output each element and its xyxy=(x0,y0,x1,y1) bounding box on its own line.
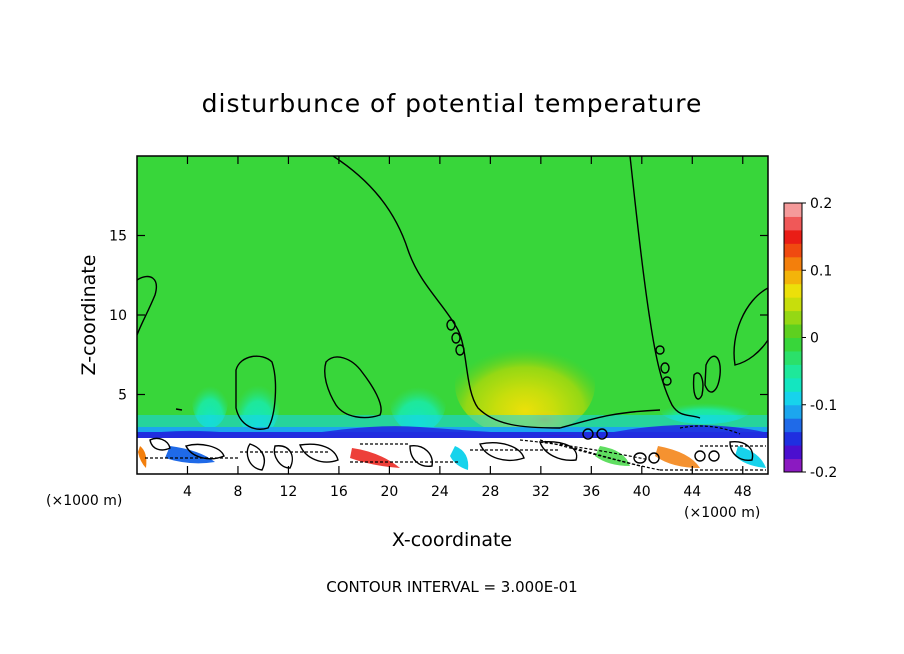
y-tick-label: 5 xyxy=(118,388,127,404)
contour-dash-7 xyxy=(519,439,651,461)
colorbar-swatch xyxy=(784,431,802,446)
lower-green-patch xyxy=(595,446,630,466)
contour-ring-10 xyxy=(648,452,660,464)
x-tick-label: 40 xyxy=(633,484,651,500)
contour-lower-2 xyxy=(184,443,225,460)
colorbar-swatch xyxy=(784,350,802,365)
colorbar-swatch xyxy=(784,310,802,325)
y-tick-label: 10 xyxy=(109,308,127,324)
colorbar-swatch xyxy=(784,418,802,433)
contour-ring-2 xyxy=(451,332,461,344)
colorbar-swatch xyxy=(784,270,802,285)
lower-blue-patch xyxy=(165,446,215,464)
lower-cyan-patch xyxy=(450,446,469,470)
x-tick-label: 28 xyxy=(481,484,499,500)
x-tick-label: 36 xyxy=(582,484,600,500)
colorbar-swatch xyxy=(784,364,802,379)
plot-field xyxy=(137,156,768,474)
cool-patch-1 xyxy=(192,372,228,428)
colorbar-swatch xyxy=(784,243,802,258)
contour-ring-11 xyxy=(694,450,706,462)
colorbar-tick-label: 0 xyxy=(810,331,819,347)
lower-cyan-patch-2 xyxy=(735,446,766,468)
colorbar-swatch xyxy=(784,324,802,338)
contour-ring-1 xyxy=(446,319,456,331)
x-tick-label: 48 xyxy=(734,484,752,500)
lower-red-patch xyxy=(350,448,400,468)
y-unit-label: (×1000 m) xyxy=(46,493,122,509)
warm-plume xyxy=(455,333,595,437)
contour-dash-11 xyxy=(679,425,741,435)
colorbar-swatch xyxy=(784,337,802,352)
contour-lower-1 xyxy=(149,437,171,451)
layer-cyan xyxy=(137,415,768,429)
y-tick-label: 15 xyxy=(109,229,127,245)
contour-lower-7 xyxy=(479,442,525,462)
chart-title: disturbunce of potential temperature xyxy=(202,89,703,118)
contour-dot-1 xyxy=(175,408,183,411)
colorbar-swatch xyxy=(784,229,802,244)
contour-dash-6 xyxy=(559,443,661,471)
contour-lower-8 xyxy=(539,441,578,461)
contour-main-plume-left xyxy=(332,156,561,429)
colorbar-swatch xyxy=(784,203,802,217)
x-unit-label: (×1000 m) xyxy=(684,505,760,521)
contour-right-small xyxy=(704,355,721,393)
contour-left-edge xyxy=(137,275,157,336)
lower-orange-patch xyxy=(138,446,147,468)
contour-ring-7 xyxy=(582,428,594,440)
x-tick-label: 12 xyxy=(280,484,298,500)
colorbar-swatch xyxy=(784,283,802,298)
contour-blob-2 xyxy=(324,356,382,419)
contour-blob-1 xyxy=(235,355,277,430)
contour-main-plume-right xyxy=(629,156,701,419)
contour-ring-8 xyxy=(596,428,608,440)
contour-ring-5 xyxy=(660,362,670,374)
colorbar-swatch xyxy=(784,404,802,419)
contour-ring-6 xyxy=(662,376,672,386)
colorbar-tick-label: -0.2 xyxy=(810,465,837,481)
contour-interval-text: CONTOUR INTERVAL = 3.000E-01 xyxy=(326,578,577,596)
colorbar-swatch xyxy=(784,445,802,460)
x-tick-label: 44 xyxy=(683,484,701,500)
y-axis-ticks: 5 10 15 xyxy=(109,229,768,404)
x-tick-label: 16 xyxy=(330,484,348,500)
x-axis-label: X-coordinate xyxy=(392,529,512,551)
x-tick-label: 32 xyxy=(532,484,550,500)
colorbar-swatch xyxy=(784,377,802,392)
colorbar-tick-label: -0.1 xyxy=(810,398,837,414)
contour-ring-4 xyxy=(655,345,665,355)
contour-ring-3 xyxy=(455,344,465,356)
lower-orange-patch-2 xyxy=(655,446,700,468)
contour-lower-5 xyxy=(299,443,339,463)
layer-wave xyxy=(137,424,768,440)
colorbar: 0.2 0.1 0 -0.1 -0.2 xyxy=(783,196,837,481)
x-tick-label: 8 xyxy=(233,484,242,500)
colorbar-swatch xyxy=(784,256,802,271)
x-tick-label: 20 xyxy=(380,484,398,500)
y-axis-label: Z-coordinate xyxy=(78,255,100,376)
contour-lower-6 xyxy=(409,445,433,467)
colorbar-tick-label: 0.2 xyxy=(810,196,832,212)
contour-lower-9 xyxy=(729,441,754,461)
x-axis-ticks: 4 8 12 16 20 24 28 32 36 40 44 48 xyxy=(183,156,752,500)
contour-base xyxy=(559,409,661,429)
contour-right-loop xyxy=(692,372,704,400)
colorbar-swatch xyxy=(784,391,802,406)
colorbar-swatch xyxy=(784,216,802,231)
x-tick-label: 4 xyxy=(183,484,192,500)
colorbar-tick-label: 0.1 xyxy=(810,263,832,279)
contour-ring-9 xyxy=(633,452,647,464)
colorbar-swatch xyxy=(784,297,802,312)
x-tick-label: 24 xyxy=(431,484,449,500)
contour-ring-12 xyxy=(708,450,720,462)
contour-lower-4 xyxy=(273,445,293,469)
colorbar-swatch xyxy=(784,458,802,473)
